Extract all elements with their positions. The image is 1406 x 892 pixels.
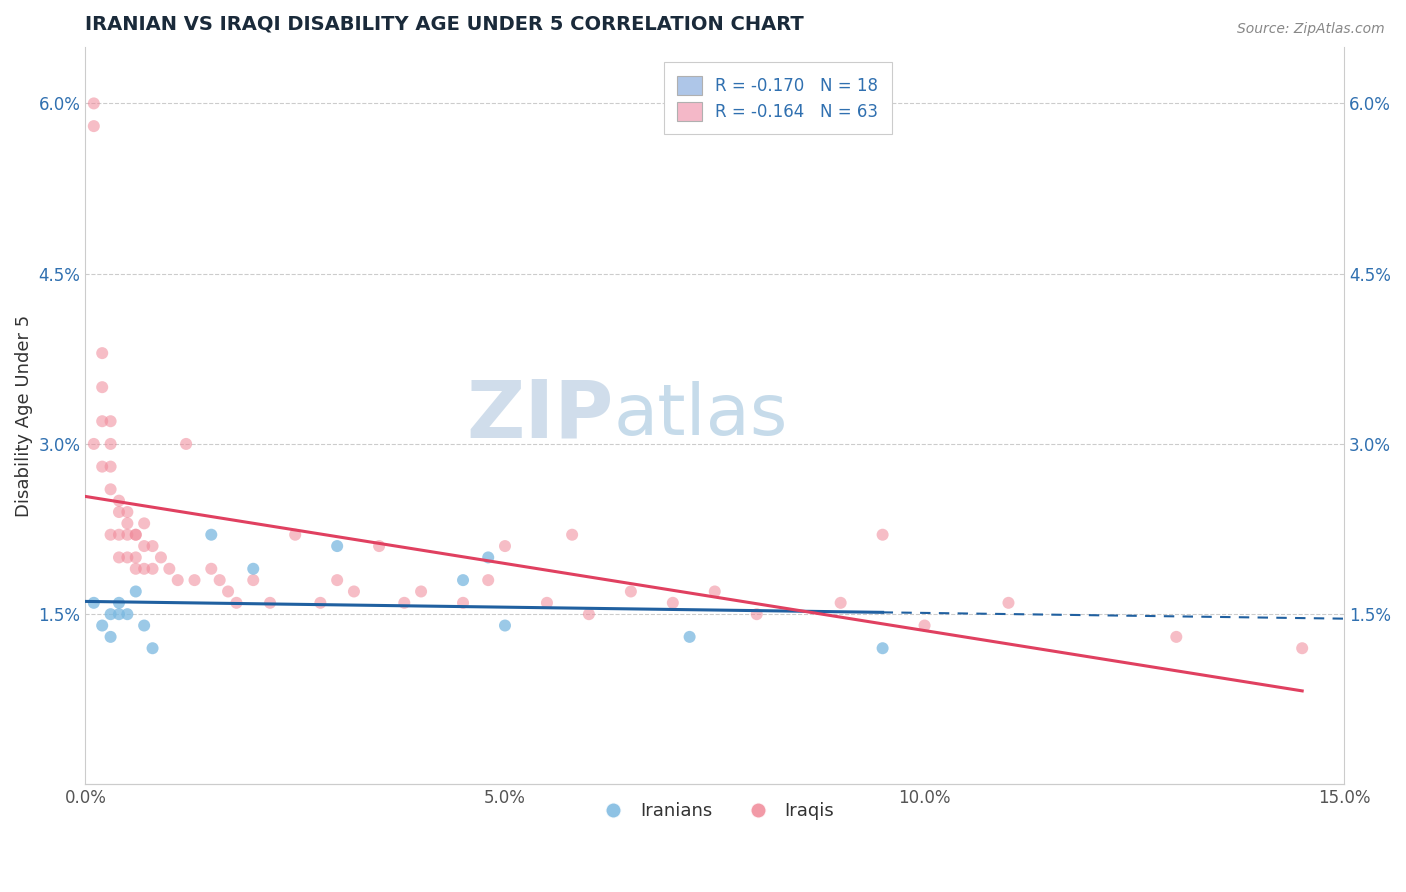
Point: [326, 539, 349, 553]
Point: [125, 527, 148, 541]
Point: [561, 527, 583, 541]
Point: [536, 596, 558, 610]
Point: [451, 596, 474, 610]
Point: [91, 459, 114, 474]
Point: [157, 562, 180, 576]
Point: [872, 527, 894, 541]
Point: [91, 414, 114, 428]
Point: [174, 437, 197, 451]
Point: [343, 584, 366, 599]
Point: [217, 584, 239, 599]
Point: [125, 584, 148, 599]
Point: [225, 596, 247, 610]
Y-axis label: Disability Age Under 5: Disability Age Under 5: [15, 314, 32, 516]
Point: [91, 618, 114, 632]
Point: [100, 630, 122, 644]
Point: [83, 596, 105, 610]
Point: [578, 607, 600, 622]
Point: [117, 516, 139, 531]
Point: [394, 596, 416, 610]
Point: [91, 346, 114, 360]
Text: ZIP: ZIP: [467, 376, 614, 455]
Point: [326, 573, 349, 587]
Text: atlas: atlas: [614, 381, 789, 450]
Point: [117, 527, 139, 541]
Point: [620, 584, 643, 599]
Point: [149, 550, 172, 565]
Point: [117, 550, 139, 565]
Point: [100, 527, 122, 541]
Text: Source: ZipAtlas.com: Source: ZipAtlas.com: [1237, 22, 1385, 37]
Point: [477, 573, 499, 587]
Point: [100, 437, 122, 451]
Point: [477, 550, 499, 565]
Point: [108, 505, 131, 519]
Point: [134, 562, 156, 576]
Point: [451, 573, 474, 587]
Point: [141, 539, 163, 553]
Point: [141, 641, 163, 656]
Point: [100, 459, 122, 474]
Legend: Iranians, Iraqis: Iranians, Iraqis: [588, 795, 842, 827]
Point: [83, 119, 105, 133]
Point: [997, 596, 1019, 610]
Point: [125, 527, 148, 541]
Point: [914, 618, 936, 632]
Point: [91, 380, 114, 394]
Point: [125, 550, 148, 565]
Point: [284, 527, 307, 541]
Point: [134, 539, 156, 553]
Point: [494, 539, 516, 553]
Point: [183, 573, 205, 587]
Point: [166, 573, 188, 587]
Point: [83, 437, 105, 451]
Point: [242, 573, 264, 587]
Point: [242, 562, 264, 576]
Point: [309, 596, 332, 610]
Point: [134, 516, 156, 531]
Point: [108, 527, 131, 541]
Point: [117, 607, 139, 622]
Point: [83, 96, 105, 111]
Point: [117, 505, 139, 519]
Point: [200, 562, 222, 576]
Point: [134, 618, 156, 632]
Point: [703, 584, 725, 599]
Point: [208, 573, 231, 587]
Point: [108, 607, 131, 622]
Point: [1291, 641, 1313, 656]
Point: [662, 596, 685, 610]
Point: [108, 596, 131, 610]
Text: IRANIAN VS IRAQI DISABILITY AGE UNDER 5 CORRELATION CHART: IRANIAN VS IRAQI DISABILITY AGE UNDER 5 …: [86, 15, 804, 34]
Point: [100, 483, 122, 497]
Point: [368, 539, 391, 553]
Point: [1166, 630, 1188, 644]
Point: [125, 562, 148, 576]
Point: [100, 607, 122, 622]
Point: [259, 596, 281, 610]
Point: [409, 584, 432, 599]
Point: [494, 618, 516, 632]
Point: [830, 596, 852, 610]
Point: [108, 550, 131, 565]
Point: [678, 630, 700, 644]
Point: [872, 641, 894, 656]
Point: [745, 607, 768, 622]
Point: [141, 562, 163, 576]
Point: [108, 493, 131, 508]
Point: [100, 414, 122, 428]
Point: [200, 527, 222, 541]
